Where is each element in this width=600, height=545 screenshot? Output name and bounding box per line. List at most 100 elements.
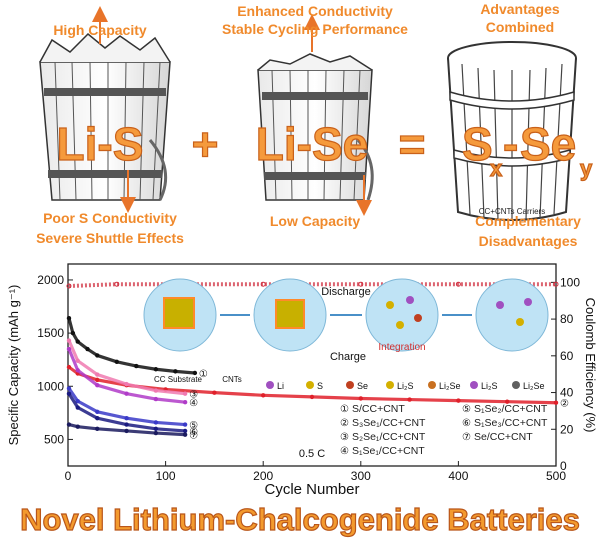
ce-point xyxy=(260,281,266,287)
data-point xyxy=(505,399,510,404)
data-point xyxy=(261,393,266,398)
series-line xyxy=(67,348,186,404)
phase-swatch xyxy=(306,381,314,389)
data-point xyxy=(95,409,100,414)
formula-dash: - xyxy=(503,118,518,170)
legend-entry: S₂Se₁/CC+CNT xyxy=(352,431,426,443)
series-line xyxy=(67,339,186,396)
rate-label: 0.5 C xyxy=(299,448,325,460)
data-point xyxy=(95,353,100,358)
series-line xyxy=(67,392,186,433)
data-point xyxy=(153,367,159,372)
legend-marker: ⑦ xyxy=(462,432,471,443)
data-point xyxy=(66,364,72,370)
carrier-label: CC+CNTs Carriers xyxy=(479,207,545,216)
mechanism-inset xyxy=(143,278,549,352)
ce-point xyxy=(66,283,72,289)
x-tick-label: 500 xyxy=(546,469,566,483)
combined-pro-line-2: Combined xyxy=(486,19,554,35)
x-tick-label: 300 xyxy=(351,469,371,483)
phase-label: Li xyxy=(277,381,284,391)
formula-y: y xyxy=(580,156,593,181)
legend-entry: S₁Se₂/CC+CNT xyxy=(474,403,548,415)
y-tick-label: 1500 xyxy=(37,326,64,340)
data-point xyxy=(182,428,188,434)
phase-label: Li₂Se xyxy=(439,381,461,391)
formula-se: Se xyxy=(520,118,576,170)
series-layer: ① ② ③ ④ ⑤ ⑥ ⑦ xyxy=(66,316,569,442)
barrel-li-se-icon xyxy=(257,53,374,201)
legend-entry: S₃Se₁/CC+CNT xyxy=(352,417,426,429)
data-point xyxy=(66,422,72,427)
data-point xyxy=(153,420,159,425)
ce-point xyxy=(553,281,559,287)
data-point xyxy=(182,391,188,396)
combined-con-line-2: Disadvantages xyxy=(479,233,578,249)
data-point xyxy=(95,426,100,431)
data-point xyxy=(124,381,129,387)
li-se-title: Li-Se xyxy=(256,118,368,170)
phase-legend: Li S Se Li₂S Li₂Se Li₂S Li₂Se xyxy=(266,381,545,391)
integration-label: Integration xyxy=(378,342,425,353)
data-point xyxy=(182,432,188,437)
ce-point xyxy=(114,281,120,287)
series-marker-label: ⑤ xyxy=(189,421,198,432)
data-point xyxy=(456,398,461,403)
series-marker-label: ② xyxy=(560,399,569,410)
phase-label: Li₂Se xyxy=(523,381,545,391)
plus-sign: + xyxy=(192,118,219,170)
y2-tick-label: 0 xyxy=(560,459,567,473)
series-marker-label: ④ xyxy=(189,398,198,409)
legend-entry: S₁Se₃/CC+CNT xyxy=(474,417,548,429)
legend-marker: ② xyxy=(340,418,349,429)
data-point xyxy=(134,363,139,369)
formula-x: x xyxy=(490,156,503,181)
legend-marker: ⑥ xyxy=(462,418,471,429)
ce-line xyxy=(68,282,556,289)
substrate-label: CC Substrate xyxy=(154,375,203,384)
data-point xyxy=(70,330,76,336)
data-point xyxy=(182,422,188,427)
coulomb-efficiency-layer xyxy=(66,281,559,289)
y2-tick-label: 40 xyxy=(560,386,574,400)
y-axis-ticks: 500 1000 1500 2000 xyxy=(37,273,73,446)
legend-entry: S/CC+CNT xyxy=(352,403,405,415)
barrel-combined-icon xyxy=(447,41,577,221)
li-s-con-line-1: Poor S Conductivity xyxy=(43,210,177,226)
data-point xyxy=(66,386,72,391)
y2-tick-label: 100 xyxy=(560,275,580,289)
phase-label: S xyxy=(317,381,323,391)
li-se-pro-line-1: Enhanced Conductivity xyxy=(237,3,393,19)
data-point xyxy=(124,415,129,421)
y-tick-label: 2000 xyxy=(37,273,64,287)
data-point xyxy=(75,368,80,373)
data-point xyxy=(66,338,72,343)
data-point xyxy=(75,339,80,344)
legend-marker: ① xyxy=(340,404,349,415)
data-point xyxy=(192,370,198,376)
y-axis-label: Specific Capacity (mAh g⁻¹) xyxy=(6,285,21,446)
series-marker-label: ⑦ xyxy=(189,431,198,442)
x-tick-label: 100 xyxy=(156,469,176,483)
banner-title: Novel Lithium-Chalcogenide Batteries xyxy=(20,502,580,537)
series-line xyxy=(67,387,186,427)
phase-swatch xyxy=(266,381,274,389)
phase-label: Li₂S xyxy=(397,381,414,391)
combined-pro-line-1: Advantages xyxy=(480,1,560,17)
phase-swatch xyxy=(470,381,478,389)
data-point xyxy=(95,383,100,388)
phase-swatch xyxy=(512,381,520,389)
discharge-label: Discharge xyxy=(321,286,371,298)
legend-marker: ③ xyxy=(340,432,349,443)
x-tick-label: 0 xyxy=(65,469,72,483)
data-point xyxy=(124,428,129,434)
phase-swatch xyxy=(386,381,394,389)
data-point xyxy=(124,422,129,427)
data-point xyxy=(66,391,72,396)
data-point xyxy=(553,400,559,405)
data-point xyxy=(153,388,159,393)
y-tick-label: 1000 xyxy=(37,379,64,393)
data-point xyxy=(75,424,80,429)
data-point xyxy=(153,396,159,402)
